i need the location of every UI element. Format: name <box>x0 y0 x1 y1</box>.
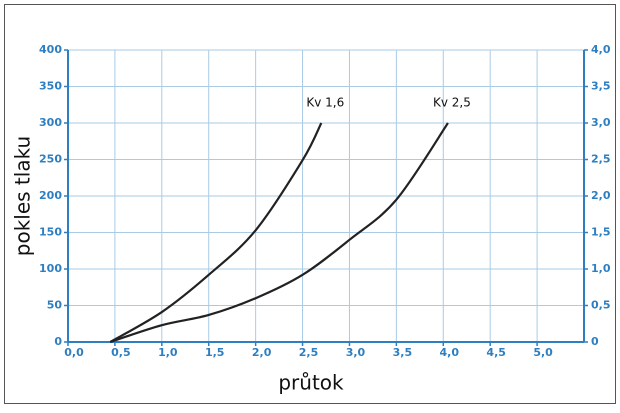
curve <box>109 122 449 344</box>
x-tick-label: 2,5 <box>299 346 319 359</box>
y2-tick-label: 0 <box>591 335 599 348</box>
x-tick-label: 0,0 <box>64 346 84 359</box>
y-tick-label: 0 <box>54 335 62 348</box>
x-tick-label: 5,0 <box>533 346 553 359</box>
x-tick-label: 1,0 <box>158 346 178 359</box>
x-tick-label: 3,5 <box>393 346 413 359</box>
x-tick-label: 3,0 <box>346 346 366 359</box>
y2-tick-label: 1,5 <box>591 226 611 239</box>
y-tick-label: 50 <box>47 299 63 312</box>
x-tick-label: 0,5 <box>111 346 131 359</box>
frame <box>4 4 616 404</box>
series-label: Kv 1,6 <box>306 96 344 110</box>
y-tick-label: 200 <box>39 189 62 202</box>
x-tick-label: 1,5 <box>205 346 225 359</box>
y-tick-label: 250 <box>39 153 62 166</box>
y-tick-label: 150 <box>39 226 62 239</box>
y2-tick-label: 2,5 <box>591 153 611 166</box>
x-tick-label: 4,5 <box>486 346 506 359</box>
y-tick-label: 350 <box>39 80 62 93</box>
y-tick-label: 400 <box>39 43 62 56</box>
x-tick-label: 4,0 <box>440 346 460 359</box>
y2-tick-label: 3,5 <box>591 80 611 93</box>
y2-tick-label: 1,0 <box>591 262 611 275</box>
series-label: Kv 2,5 <box>433 96 471 110</box>
x-tick-label: 2,0 <box>252 346 272 359</box>
y2-tick-label: 0,5 <box>591 299 611 312</box>
y-tick-label: 300 <box>39 116 62 129</box>
x-axis-title: průtok <box>278 371 344 395</box>
y-tick-label: 100 <box>39 262 62 275</box>
y2-tick-label: 4,0 <box>591 43 611 56</box>
y-axis-title: pokles tlaku <box>11 136 35 256</box>
curve <box>109 122 323 343</box>
y2-tick-label: 3,0 <box>591 116 611 129</box>
y2-tick-label: 2,0 <box>591 189 611 202</box>
